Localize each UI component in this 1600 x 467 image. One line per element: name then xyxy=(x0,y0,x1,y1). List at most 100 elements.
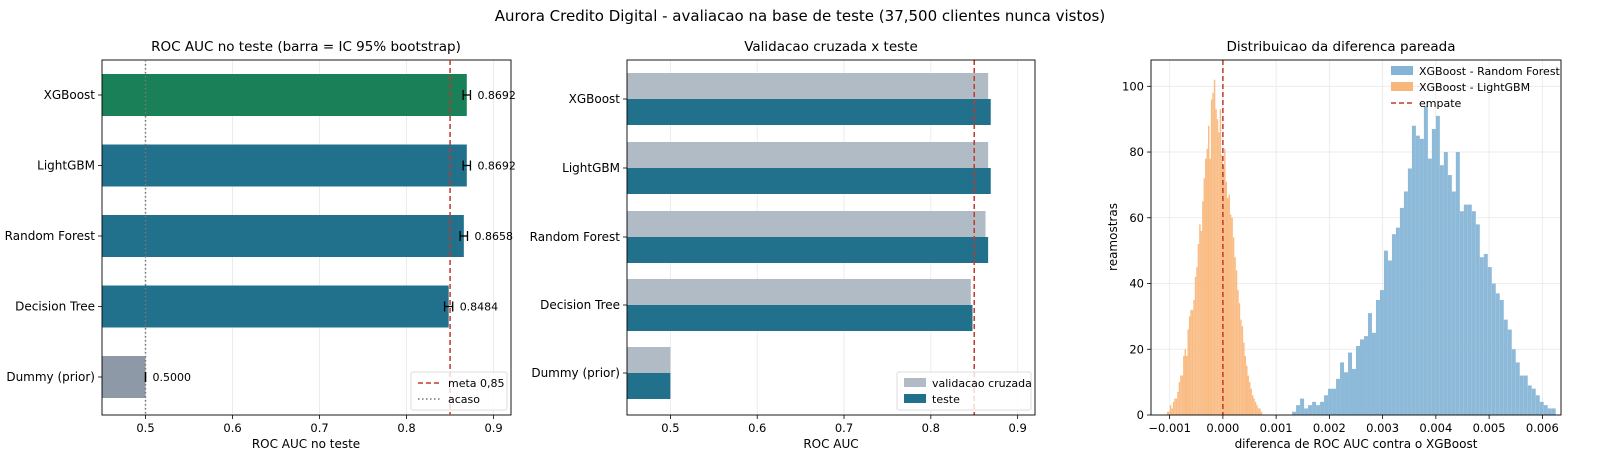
hist-bin-rf xyxy=(1371,332,1376,415)
hist-bin-lgbm xyxy=(1196,267,1198,415)
hist-bin-rf xyxy=(1336,378,1341,415)
xtick-label: 0.8 xyxy=(397,421,415,435)
hist-bin-rf xyxy=(1391,234,1396,415)
hist-bin-lgbm xyxy=(1222,165,1225,415)
hist-bin-rf xyxy=(1427,158,1432,415)
hist-bin-lgbm xyxy=(1231,217,1233,415)
hist-bin-lgbm xyxy=(1224,148,1226,415)
hist-bin-rf xyxy=(1332,388,1337,415)
panel-cv-vs-test-yticks: XGBoost LightGBM Random Forest Decision Tre… xyxy=(530,92,627,380)
hist-bin-rf xyxy=(1479,257,1484,415)
hist-bin-rf xyxy=(1531,388,1536,415)
hist-bin-rf xyxy=(1308,405,1313,415)
legend-rf-label: XGBoost - Random Forest xyxy=(1419,65,1561,78)
hist-bin-rf xyxy=(1312,401,1317,415)
hist-bin-rf xyxy=(1356,345,1360,415)
hist-bin-lgbm xyxy=(1234,257,1236,415)
legend-chance-label: acaso xyxy=(448,393,480,406)
hist-bin-rf xyxy=(1439,165,1444,415)
hist-bin-lgbm xyxy=(1256,405,1258,415)
hist-bin-lgbm xyxy=(1168,411,1170,415)
xtick-label: 0.005 xyxy=(1473,421,1506,435)
hist-bin-rf xyxy=(1459,211,1464,415)
xtick-label: 0.8 xyxy=(922,421,940,435)
hist-bin-lgbm xyxy=(1187,329,1189,415)
ytick-label-decision-tree: Decision Tree xyxy=(540,298,620,312)
xtick-label: 0.9 xyxy=(484,421,502,435)
hist-bin-rf xyxy=(1383,250,1388,415)
xtick-label: 0.5 xyxy=(136,421,154,435)
hist-bin-lgbm xyxy=(1205,158,1207,415)
hist-bin-rf xyxy=(1547,408,1552,415)
hist-bin-rf xyxy=(1407,168,1412,415)
panel-paired-diff-ylabel: reamostras xyxy=(1106,203,1120,271)
bar-test-dummy-prior xyxy=(627,373,671,399)
hist-bin-lgbm xyxy=(1219,109,1222,416)
hist-bin-lgbm xyxy=(1180,375,1182,415)
hist-bin-rf xyxy=(1296,405,1301,415)
hist-bin-lgbm xyxy=(1174,398,1176,415)
ytick-label-xgboost: XGBoost xyxy=(569,92,621,106)
hist-bin-lgbm xyxy=(1197,244,1200,415)
panel-cv-vs-test-legend: validacao cruzada teste xyxy=(896,371,1032,411)
hist-bin-rf xyxy=(1503,319,1508,415)
hist-bin-rf xyxy=(1467,204,1472,415)
hist-bin-lgbm xyxy=(1213,79,1216,415)
ytick-label: 0 xyxy=(1137,408,1144,422)
legend-lgbm-swatch xyxy=(1391,82,1413,91)
hist-bin-lgbm xyxy=(1212,92,1214,416)
hist-bin-lgbm xyxy=(1209,158,1211,415)
hist-bin-lgbm xyxy=(1202,201,1204,415)
hist-bin-rf xyxy=(1379,290,1384,415)
hist-bin-lgbm xyxy=(1166,411,1169,415)
hist-bin-rf xyxy=(1515,362,1520,415)
legend-rf-swatch xyxy=(1391,66,1413,75)
xtick-label: 0.006 xyxy=(1526,421,1559,435)
hist-bin-lgbm xyxy=(1175,398,1178,415)
panel-roc-auc-refs xyxy=(144,60,451,415)
bar-random-forest xyxy=(102,215,464,257)
panel-roc-auc-value-labels: 0.8692 0.8692 0.8658 0.8484 0.5000 xyxy=(153,89,516,384)
panel-cv-vs-test-xlabel: ROC AUC xyxy=(803,437,858,451)
hist-bin-lgbm xyxy=(1186,355,1188,415)
hist-bin-lgbm xyxy=(1207,125,1210,416)
panel-paired-diff-yticks: 0 20 40 60 80 100 xyxy=(1122,79,1151,422)
hist-bin-lgbm xyxy=(1250,388,1252,415)
bar-test-xgboost xyxy=(627,99,991,125)
ytick-label-xgboost: XGBoost xyxy=(44,88,96,102)
hist-bin-lgbm xyxy=(1190,309,1192,415)
hist-bin-lgbm xyxy=(1191,309,1194,415)
bar-lightgbm xyxy=(102,144,467,187)
hist-bin-rf xyxy=(1535,395,1540,415)
hist-bin-rf xyxy=(1399,207,1404,415)
panel-roc-auc-title: ROC AUC no teste (barra = IC 95% bootstr… xyxy=(151,39,461,55)
hist-bin-rf xyxy=(1375,299,1380,415)
hist-bin-lgbm xyxy=(1206,148,1208,415)
hist-bin-lgbm xyxy=(1171,408,1173,415)
ytick-label-lightgbm: LightGBM xyxy=(37,159,95,173)
panel-roc-auc-legend: meta 0,85 acaso xyxy=(410,371,508,411)
hist-bin-lgbm xyxy=(1199,224,1201,415)
hist-bin-lgbm xyxy=(1200,230,1203,415)
hist-bin-lgbm xyxy=(1260,411,1263,415)
ytick-label-random-forest: Random Forest xyxy=(5,229,96,243)
xtick-label: 0.001 xyxy=(1260,421,1293,435)
hist-bin-lgbm xyxy=(1248,382,1251,415)
hist-bin-lgbm xyxy=(1184,349,1187,415)
panel-roc-auc: ROC AUC no teste (barra = IC 95% bootstr… xyxy=(5,39,516,451)
ytick-label: 20 xyxy=(1129,342,1144,356)
hist-bin-rf xyxy=(1419,138,1424,415)
hist-bin-lgbm xyxy=(1227,198,1229,415)
hist-bin-lgbm xyxy=(1229,214,1232,415)
hist-bin-rf xyxy=(1443,152,1448,415)
hist-bin-rf xyxy=(1320,401,1325,415)
value-label-lightgbm: 0.8692 xyxy=(477,160,516,173)
hist-bin-rf xyxy=(1328,388,1333,415)
xtick-label: 0.5 xyxy=(661,421,679,435)
hist-bin-rf xyxy=(1499,299,1504,415)
panel-paired-diff-title: Distribuicao da diferenca pareada xyxy=(1226,39,1455,55)
hist-bin-lgbm xyxy=(1194,276,1197,415)
panel-roc-auc-xticks: 0.5 0.6 0.7 0.8 0.9 xyxy=(136,415,503,435)
hist-bin-rf xyxy=(1348,352,1353,415)
hist-bin-rf xyxy=(1551,408,1556,415)
